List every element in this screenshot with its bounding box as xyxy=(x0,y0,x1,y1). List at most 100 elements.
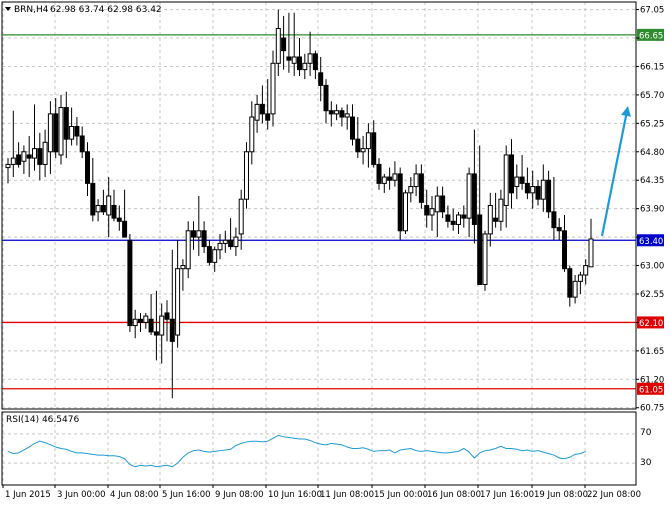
candle[interactable] xyxy=(63,91,69,159)
candle[interactable] xyxy=(148,293,154,336)
candle[interactable] xyxy=(21,145,27,174)
candle[interactable] xyxy=(461,205,467,228)
candle[interactable] xyxy=(503,145,509,228)
candle[interactable] xyxy=(323,79,329,124)
candle[interactable] xyxy=(387,167,393,190)
candle[interactable] xyxy=(397,167,403,241)
candle[interactable] xyxy=(238,189,244,250)
candle[interactable] xyxy=(302,53,308,80)
candle[interactable] xyxy=(53,98,59,159)
candle[interactable] xyxy=(143,312,149,329)
candle[interactable] xyxy=(450,208,456,231)
candle[interactable] xyxy=(551,177,557,241)
candle[interactable] xyxy=(535,180,541,206)
candle[interactable] xyxy=(153,290,159,361)
candle[interactable] xyxy=(10,110,16,178)
collapse-triangle-icon[interactable] xyxy=(5,7,11,11)
candle[interactable] xyxy=(85,142,90,197)
trend-arrow-shaft[interactable] xyxy=(600,108,629,237)
candle[interactable] xyxy=(169,249,175,399)
candle[interactable] xyxy=(26,135,32,178)
candle[interactable] xyxy=(498,189,504,231)
candle[interactable] xyxy=(79,126,85,159)
candle[interactable] xyxy=(371,120,377,168)
candle[interactable] xyxy=(249,101,255,165)
candle[interactable] xyxy=(577,271,583,294)
candle[interactable] xyxy=(413,164,419,197)
candle[interactable] xyxy=(381,173,387,193)
candle[interactable] xyxy=(196,196,202,257)
candle[interactable] xyxy=(32,104,37,171)
candle[interactable] xyxy=(100,189,106,215)
candle[interactable] xyxy=(519,154,525,190)
candle[interactable] xyxy=(42,129,48,178)
candle[interactable] xyxy=(328,101,334,127)
candle[interactable] xyxy=(546,170,552,219)
candle[interactable] xyxy=(471,129,477,244)
candle[interactable] xyxy=(567,265,573,307)
candle[interactable] xyxy=(307,31,313,76)
candle[interactable] xyxy=(466,167,472,238)
candle[interactable] xyxy=(540,164,546,212)
candle[interactable] xyxy=(456,211,461,234)
candle[interactable] xyxy=(201,221,207,253)
candle[interactable] xyxy=(58,94,64,165)
candle[interactable] xyxy=(429,196,435,231)
candle[interactable] xyxy=(588,218,594,268)
candle[interactable] xyxy=(270,50,276,127)
candle[interactable] xyxy=(254,94,260,133)
candle[interactable] xyxy=(297,38,302,76)
candle[interactable] xyxy=(583,259,589,285)
candle[interactable] xyxy=(318,56,324,102)
candle[interactable] xyxy=(164,300,170,342)
candle[interactable] xyxy=(206,240,212,266)
candle[interactable] xyxy=(530,170,536,209)
candle[interactable] xyxy=(482,230,488,291)
candle[interactable] xyxy=(132,309,138,339)
candle[interactable] xyxy=(212,246,218,272)
candle[interactable] xyxy=(180,259,186,291)
candle[interactable] xyxy=(16,142,22,168)
candle[interactable] xyxy=(275,9,281,76)
candle[interactable] xyxy=(312,50,318,80)
candle[interactable] xyxy=(418,164,424,209)
candle[interactable] xyxy=(175,240,181,348)
candle[interactable] xyxy=(47,101,53,174)
candle[interactable] xyxy=(524,167,530,200)
candle[interactable] xyxy=(424,189,430,228)
candle[interactable] xyxy=(217,233,223,260)
candle[interactable] xyxy=(365,123,371,168)
candle[interactable] xyxy=(191,221,196,250)
candle[interactable] xyxy=(138,312,143,332)
candle[interactable] xyxy=(360,135,366,165)
candle[interactable] xyxy=(5,158,11,184)
candle[interactable] xyxy=(106,177,112,238)
candle[interactable] xyxy=(228,218,234,250)
candle[interactable] xyxy=(127,233,133,332)
candle[interactable] xyxy=(90,158,96,222)
candle[interactable] xyxy=(355,117,361,159)
candle[interactable] xyxy=(37,132,43,181)
candle[interactable] xyxy=(95,199,101,222)
candle[interactable] xyxy=(185,221,191,279)
candle[interactable] xyxy=(392,161,398,187)
candle[interactable] xyxy=(376,158,382,190)
candle[interactable] xyxy=(69,107,75,146)
candle[interactable] xyxy=(408,177,414,203)
candle[interactable] xyxy=(514,164,520,200)
candle[interactable] xyxy=(334,104,340,121)
candle[interactable] xyxy=(556,218,562,241)
candle[interactable] xyxy=(339,107,345,127)
candle[interactable] xyxy=(562,214,567,272)
candle[interactable] xyxy=(487,192,493,247)
candle[interactable] xyxy=(445,205,451,228)
candle[interactable] xyxy=(116,205,122,231)
candle[interactable] xyxy=(74,117,80,146)
candle[interactable] xyxy=(344,104,350,130)
candle[interactable] xyxy=(222,230,228,253)
candle[interactable] xyxy=(440,186,446,219)
candle[interactable] xyxy=(509,139,514,209)
candle[interactable] xyxy=(244,142,249,209)
candle[interactable] xyxy=(281,15,287,70)
